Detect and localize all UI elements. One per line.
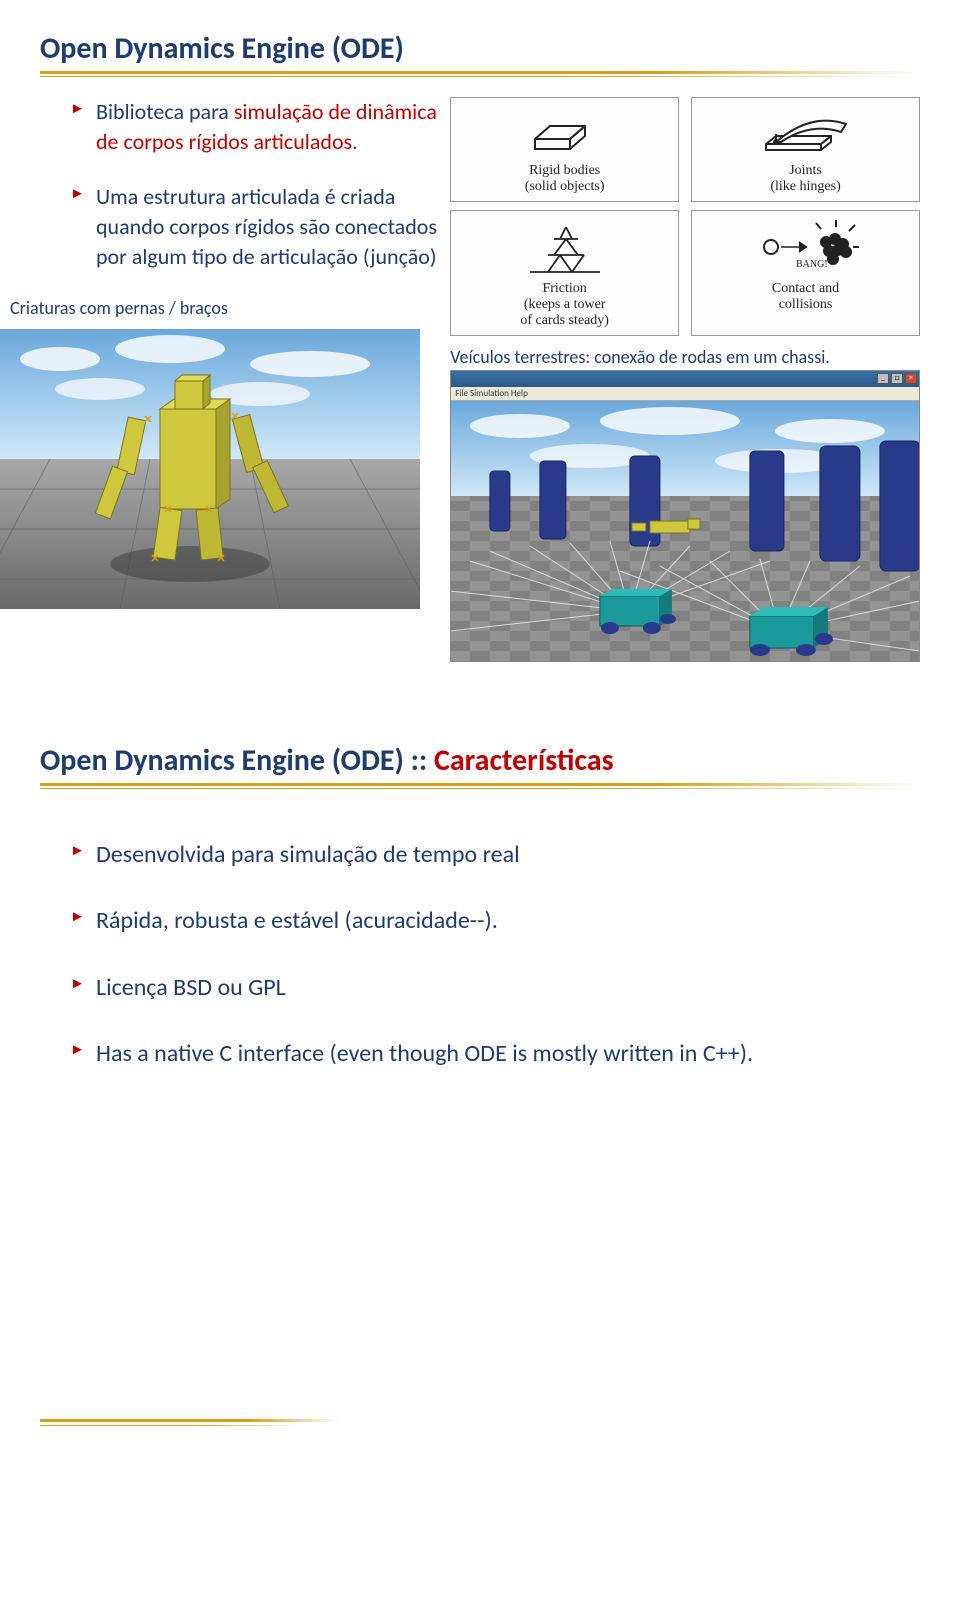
- creature-render: [0, 329, 420, 609]
- bullet-item: Licença BSD ou GPL: [70, 972, 920, 1004]
- diagram-label: Friction: [455, 281, 674, 297]
- diagram-label: collisions: [696, 297, 915, 313]
- diagram-label: of cards steady): [455, 313, 674, 329]
- slide-2: Open Dynamics Engine (ODE) :: Caracterís…: [0, 712, 960, 1472]
- sim-titlebar: _ □ ×: [451, 371, 919, 387]
- footer-line: [40, 1419, 340, 1422]
- caption-vehicles: Veículos terrestres: conexão de rodas em…: [450, 346, 920, 369]
- minimize-icon[interactable]: _: [877, 373, 889, 384]
- title-underline-thin: [40, 76, 920, 77]
- bullet-text-blue: Uma estrutura articulada é criada quando…: [96, 183, 437, 269]
- diagram-label: Joints: [696, 163, 915, 179]
- title-underline-thin: [40, 788, 920, 789]
- title-underline: [40, 71, 920, 74]
- sim-viewport: [451, 401, 919, 661]
- slide1-columns: Biblioteca para simulação de dinâmica de…: [40, 97, 920, 662]
- bullet-text-blue: Biblioteca para: [96, 98, 234, 125]
- bullet-item: Uma estrutura articulada é criada quando…: [70, 182, 440, 271]
- slide2-title-red: Características: [434, 742, 614, 779]
- slide2-bullets: Desenvolvida para simulação de tempo rea…: [40, 839, 920, 1071]
- maximize-icon[interactable]: □: [891, 373, 903, 384]
- slide1-title: Open Dynamics Engine (ODE): [40, 30, 920, 67]
- caption-creatures: Criaturas com pernas / braços: [10, 297, 440, 319]
- title-underline: [40, 783, 920, 786]
- diagram-label: Rigid bodies: [455, 163, 674, 179]
- diagram-label: (like hinges): [696, 179, 915, 195]
- close-icon[interactable]: ×: [905, 373, 917, 384]
- sim-menubar[interactable]: File Simulation Help: [451, 387, 919, 401]
- diagram-friction: Friction (keeps a tower of cards steady): [450, 210, 679, 336]
- diagram-joints: Joints (like hinges): [691, 97, 920, 202]
- diagram-label: (solid objects): [455, 179, 674, 195]
- slide2-title-blue: Open Dynamics Engine (ODE) ::: [40, 742, 434, 779]
- concept-diagrams: Rigid bodies (solid objects): [450, 97, 920, 336]
- slide-1: Open Dynamics Engine (ODE) Biblioteca pa…: [0, 0, 960, 712]
- bullet-item: Has a native C interface (even though OD…: [70, 1038, 920, 1070]
- svg-text:BANG!: BANG!: [796, 259, 828, 270]
- slide1-left-col: Biblioteca para simulação de dinâmica de…: [40, 97, 440, 662]
- diagram-rigid-bodies: Rigid bodies (solid objects): [450, 97, 679, 202]
- slide1-right-col: Rigid bodies (solid objects): [450, 97, 920, 662]
- diagram-label: (keeps a tower: [455, 297, 674, 313]
- sim-window: _ □ × File Simulation Help: [450, 370, 920, 662]
- bullet-item: Rápida, robusta e estável (acuracidade--…: [70, 905, 920, 937]
- bullet-item: Biblioteca para simulação de dinâmica de…: [70, 97, 440, 156]
- diagram-contact: BANG! Contact and collisions: [691, 210, 920, 336]
- slide2-title: Open Dynamics Engine (ODE) :: Caracterís…: [40, 742, 920, 779]
- diagram-label: Contact and: [696, 281, 915, 297]
- footer-line-thin: [40, 1425, 300, 1426]
- slide1-bullets: Biblioteca para simulação de dinâmica de…: [40, 97, 440, 271]
- bullet-item: Desenvolvida para simulação de tempo rea…: [70, 839, 920, 871]
